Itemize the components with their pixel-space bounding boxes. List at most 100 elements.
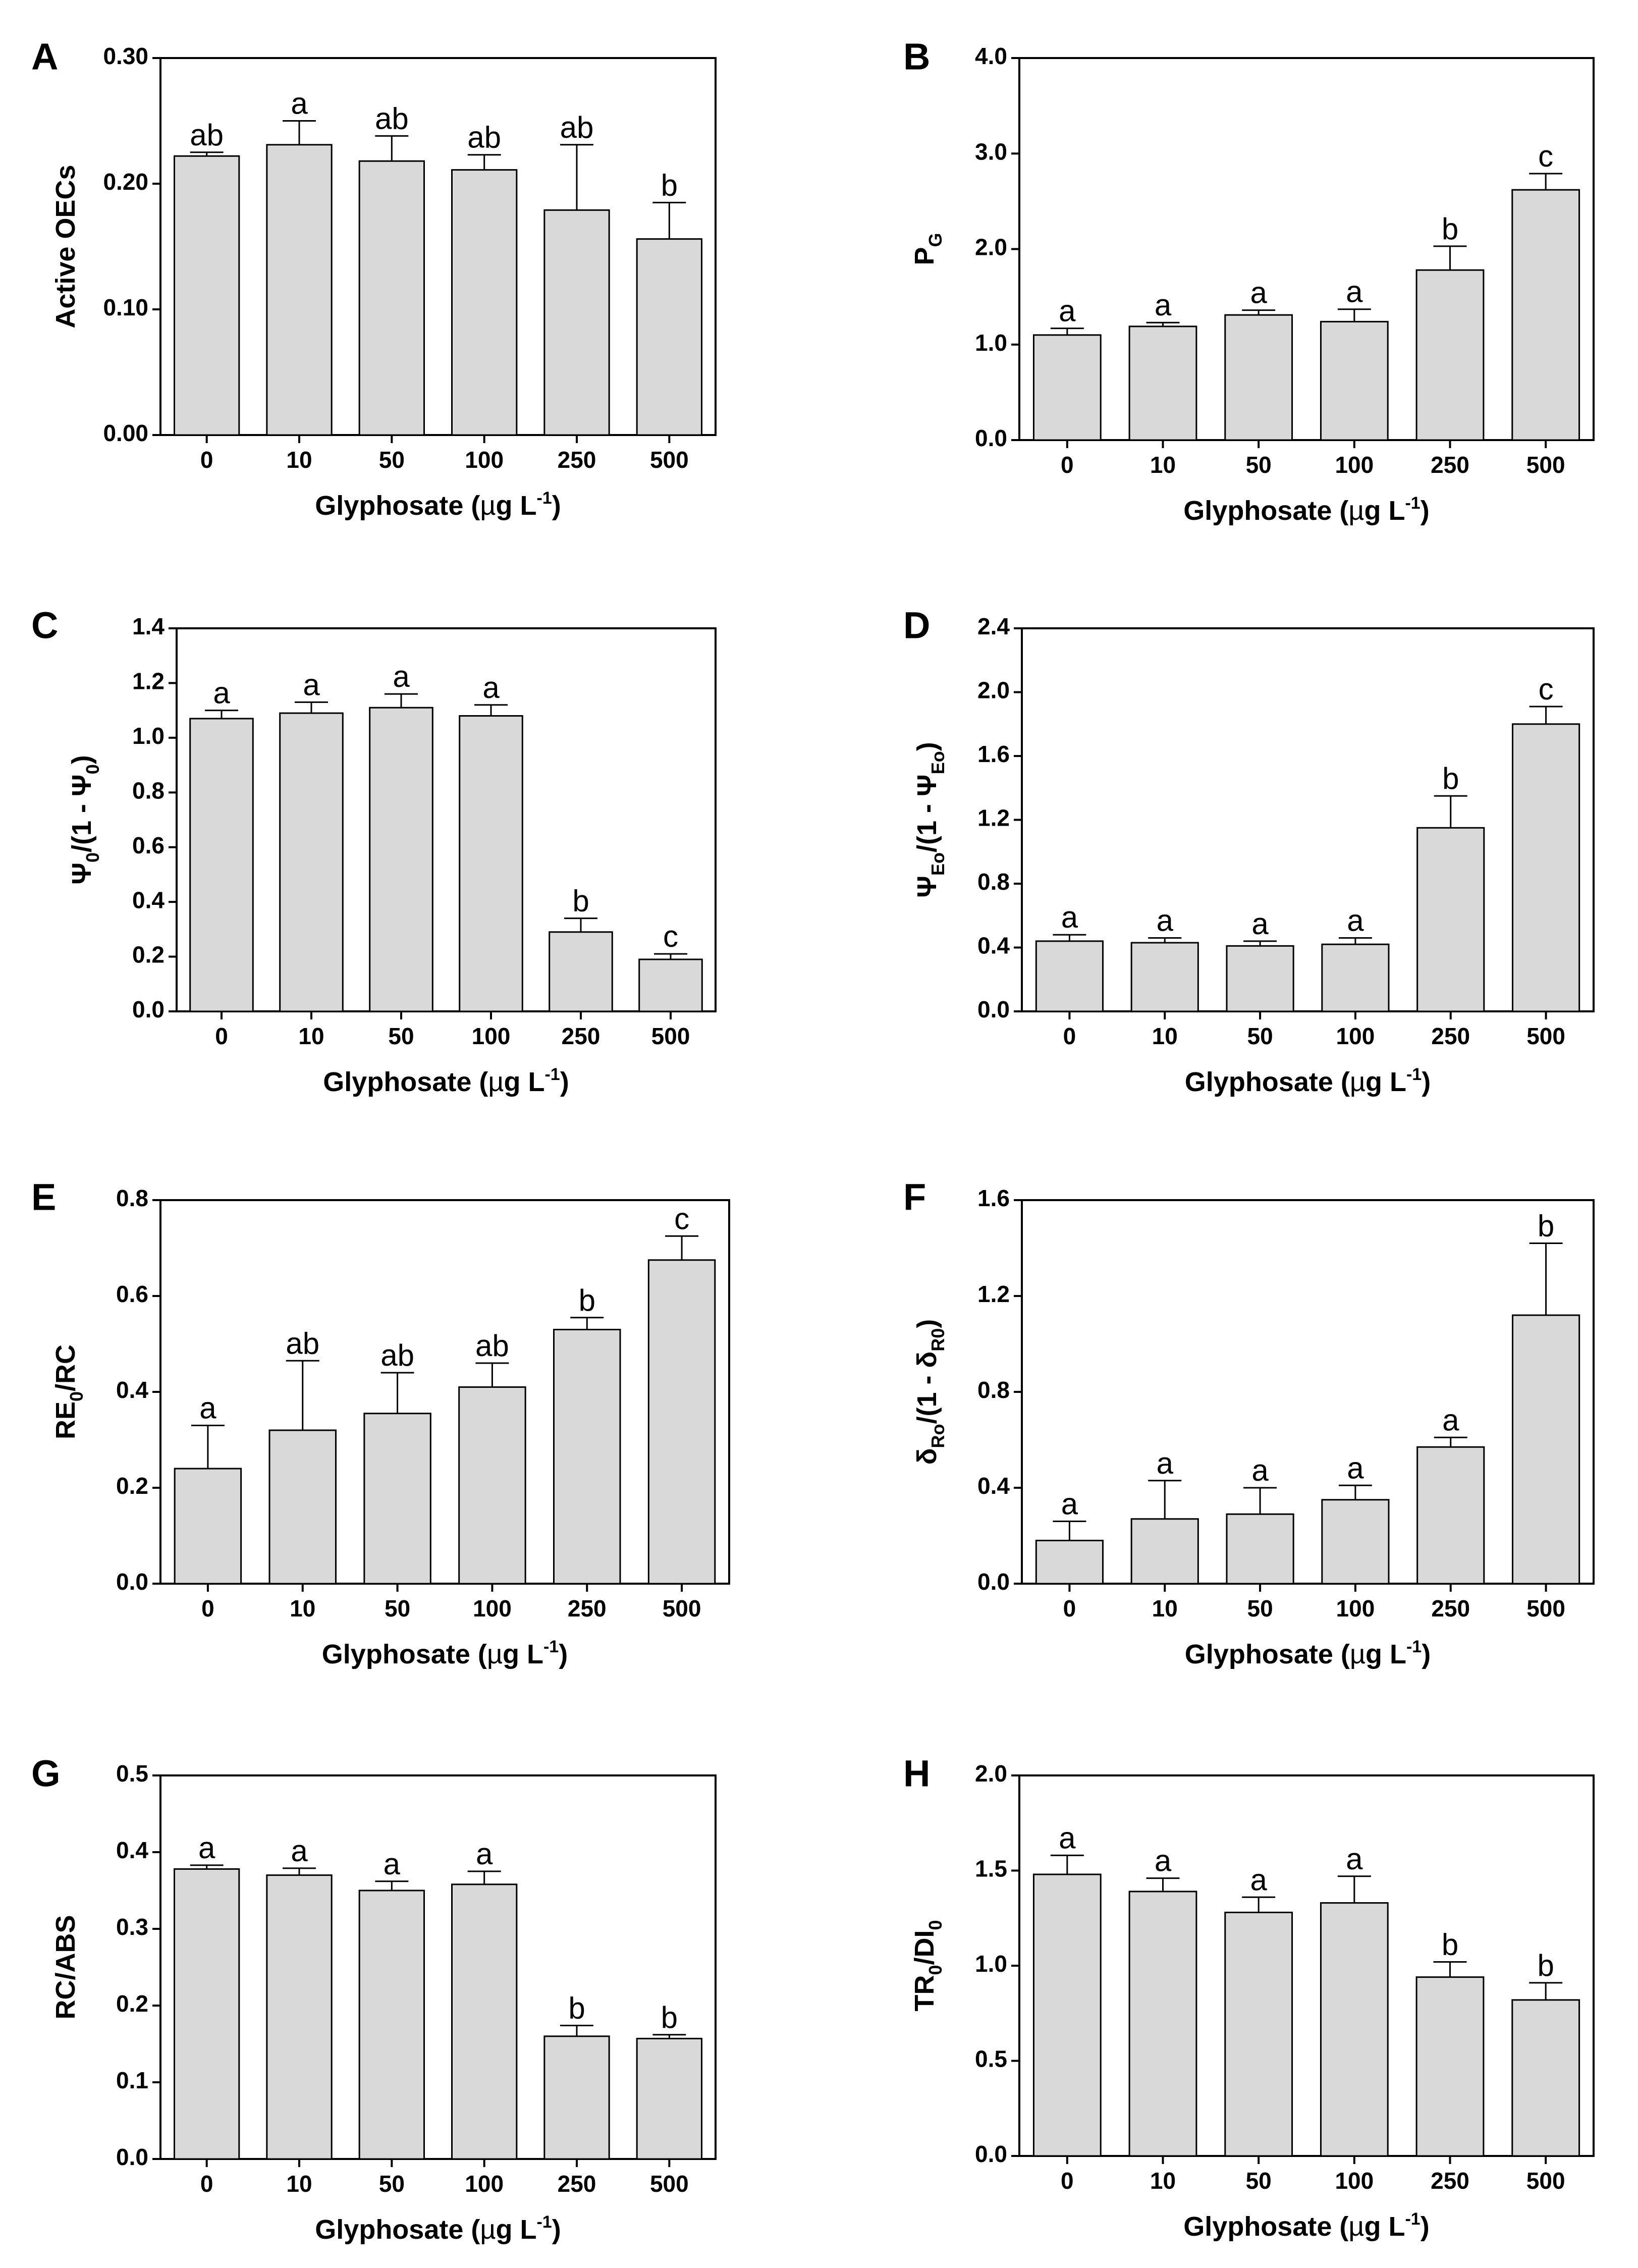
y-tick-label: 0.0 [116,1569,148,1595]
x-tick-label: 0 [1061,2168,1074,2194]
x-tick-label: 50 [1246,452,1272,478]
y-tick-label: 0.4 [977,933,1010,959]
significance-label: b [661,2001,678,2034]
y-tick-label: 1.2 [977,1281,1010,1307]
x-tick-label: 100 [472,1023,511,1049]
significance-label: a [1250,276,1267,310]
y-tick-label: 0.8 [977,869,1010,895]
plot-frame [159,57,717,436]
y-tick-label: 2.0 [975,234,1007,260]
x-axis-title: Glyphosate (µg L-1) [315,2212,561,2245]
x-tick-label: 50 [385,1595,410,1622]
significance-label: a [1157,1446,1174,1480]
x-tick-label: 250 [558,2171,596,2197]
y-tick-label: 0.2 [116,1990,148,2017]
significance-label: a [393,660,410,693]
x-tick-label: 0 [201,1595,214,1622]
y-axis-title: Ψ0/(1 - Ψ0) [67,755,103,884]
x-tick-label: 0 [200,447,213,473]
bar [1224,314,1293,441]
significance-label: ab [190,118,224,152]
significance-label: a [1347,904,1364,938]
y-tick-label: 1.4 [132,613,165,639]
plot-frame [159,1199,730,1585]
plot-frame [1021,1199,1595,1585]
panel-e: E 0.0 0.2 0.4 0.6 0.8 a 0 ab 10 ab 50 ab 100 b 250 c 500 G… [31,1176,730,1669]
x-axis-title: Glyphosate (µg L-1) [1185,1065,1431,1097]
bar [647,1259,716,1585]
x-tick-label: 0 [1063,1595,1076,1622]
bar [549,931,613,1012]
bar [268,1429,337,1585]
bar [1130,942,1199,1012]
y-tick-label: 0.8 [132,777,165,803]
significance-label: a [1155,1844,1172,1878]
x-tick-label: 10 [290,1595,315,1622]
significance-label: b [572,884,589,918]
y-tick-label: 0.0 [116,2144,148,2170]
x-axis-title: Glyphosate (µg L-1) [322,1637,568,1669]
bar [636,2037,702,2160]
x-tick-label: 50 [1246,2168,1272,2194]
x-tick-label: 10 [1150,452,1176,478]
bar [1128,326,1197,441]
significance-label: ab [560,111,594,144]
panel-g: G 0.0 0.1 0.2 0.3 0.4 0.5 a 0 a 10 a 50 a 100 b 250 b 500 G… [31,1753,717,2245]
significance-label: ab [475,1329,509,1363]
significance-label: a [1251,1453,1269,1487]
y-tick-label: 1.5 [975,1856,1007,1882]
y-tick-label: 0.4 [116,1377,148,1403]
bar [451,1883,518,2160]
panel-letter: F [903,1176,926,1218]
bar [266,144,333,436]
bar [363,1413,431,1585]
y-tick-label: 4.0 [975,43,1007,69]
x-axis-title: Glyphosate (µg L-1) [1183,2209,1429,2242]
x-axis-title: Glyphosate (µg L-1) [323,1065,569,1097]
significance-label: c [1539,672,1554,706]
bar [369,707,433,1012]
bar [1511,1999,1580,2157]
x-tick-label: 10 [298,1023,324,1049]
x-tick-label: 100 [1336,1595,1375,1622]
significance-label: a [291,87,308,121]
x-tick-label: 50 [379,2171,405,2197]
y-tick-label: 1.0 [132,723,165,749]
y-tick-label: 0.5 [116,1760,148,1787]
bar [266,1874,333,2160]
y-tick-label: 2.0 [977,677,1010,704]
y-tick-label: 1.2 [132,668,165,694]
bar [1415,1976,1485,2157]
significance-label: a [199,1391,216,1425]
panel-letter: E [31,1176,56,1218]
bar [1035,1540,1104,1585]
significance-label: ab [380,1338,414,1372]
bar [451,169,518,436]
significance-label: a [384,1847,401,1881]
x-tick-label: 50 [1247,1023,1273,1049]
bar [459,715,523,1012]
y-tick-label: 0.4 [977,1473,1010,1499]
x-tick-label: 50 [379,447,405,473]
x-tick-label: 250 [562,1023,600,1049]
y-axis-title: RE0/RC [50,1344,87,1439]
bar [1032,334,1102,441]
bar [189,718,254,1012]
significance-label: a [476,1837,493,1871]
significance-label: a [303,668,320,701]
y-tick-label: 0.0 [132,996,165,1022]
x-tick-label: 0 [215,1023,228,1049]
bar [1035,940,1104,1012]
bar [638,958,703,1012]
y-tick-label: 0.30 [103,43,148,69]
significance-label: a [1157,904,1174,938]
x-tick-label: 10 [1152,1595,1178,1622]
bar [358,1889,425,2160]
bar [358,160,425,436]
panel-c: C 0.0 0.2 0.4 0.6 0.8 1.0 1.2 1.4 a 0 a 10 a 50 a 100 b 25… [31,605,717,1097]
significance-label: b [1442,1927,1458,1961]
plot-frame [159,1774,717,2160]
x-tick-label: 50 [388,1023,414,1049]
panel-f: F 0.0 0.4 0.8 1.2 1.6 a 0 a 10 a 50 a 100 a 250 b 500 Glyp… [903,1176,1595,1669]
